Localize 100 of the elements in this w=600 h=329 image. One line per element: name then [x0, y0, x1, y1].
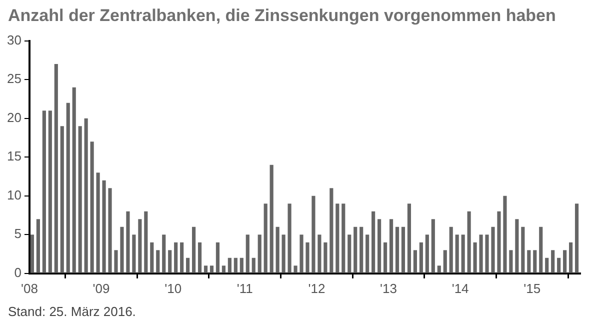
bar [276, 226, 280, 273]
bar [90, 142, 94, 273]
bar [401, 226, 406, 273]
bar [527, 250, 531, 273]
bar [449, 226, 453, 273]
y-tick-label: 20 [6, 110, 22, 125]
text: Stand: 25. März 2016. [8, 304, 136, 319]
y-tick-label: 15 [6, 148, 22, 164]
x-tick-label: '15 [524, 280, 541, 296]
bar [48, 110, 52, 273]
bar [497, 211, 501, 273]
chart-title: Anzahl der Zentralbanken, die Zinssenkungen vorgenommen haben [8, 6, 556, 26]
x-tick-label: '10 [164, 280, 182, 296]
bar [78, 126, 82, 273]
bar [108, 188, 112, 273]
bar [120, 226, 124, 273]
bar [54, 64, 58, 273]
bar [473, 242, 477, 273]
bar [186, 258, 190, 273]
bar [270, 164, 274, 273]
bar [443, 250, 447, 273]
x-tick-label: '12 [308, 280, 326, 296]
bar [66, 102, 70, 273]
bar [204, 266, 208, 273]
bar [330, 188, 334, 273]
y-tick-label: 5 [14, 226, 22, 242]
bar [72, 87, 76, 273]
bar [114, 250, 118, 273]
bar [389, 219, 394, 273]
bar [425, 234, 429, 273]
bar [437, 266, 441, 273]
x-tick-label: '13 [380, 280, 397, 296]
bar [342, 204, 346, 273]
bar [521, 226, 525, 273]
bar [144, 211, 148, 273]
bar [162, 234, 166, 273]
bar [228, 258, 232, 273]
bar [60, 126, 64, 273]
bar [491, 226, 495, 273]
x-tick-label: '08 [20, 280, 38, 296]
bar [551, 250, 555, 273]
bar [168, 250, 172, 273]
bar [294, 266, 298, 273]
x-tick-label: '11 [236, 280, 253, 296]
bar [42, 110, 46, 273]
bar [557, 258, 561, 273]
bar [515, 219, 519, 273]
bar [574, 204, 579, 273]
bar [252, 258, 256, 273]
y-tick-label: 10 [6, 187, 22, 202]
bar [156, 250, 160, 273]
bar [30, 234, 34, 273]
bar [234, 258, 238, 273]
bar [533, 250, 537, 273]
bar [419, 242, 423, 273]
bar [198, 242, 202, 273]
bar [378, 219, 382, 273]
bar [216, 242, 220, 273]
bar [413, 250, 417, 273]
bar [395, 226, 400, 273]
y-tick-label: 25 [6, 71, 22, 86]
bar [324, 242, 328, 273]
bar [84, 118, 88, 273]
bar [174, 242, 178, 273]
bar [383, 242, 388, 273]
bar [509, 250, 513, 273]
bar [485, 234, 489, 273]
bar [372, 211, 376, 273]
bar [240, 258, 244, 273]
bar [354, 226, 358, 273]
bar [563, 250, 567, 273]
x-tick-label: '09 [92, 280, 110, 296]
bar [461, 234, 465, 273]
bar [192, 226, 196, 273]
bar [132, 234, 136, 273]
bar [360, 226, 364, 273]
bar [246, 234, 250, 273]
bar [455, 234, 459, 273]
bar [150, 242, 154, 273]
bar [431, 219, 435, 273]
bar [264, 204, 268, 273]
bar [312, 196, 316, 273]
bar [503, 196, 507, 273]
bar [180, 242, 184, 273]
bar [366, 234, 370, 273]
bar [210, 266, 214, 273]
bar [126, 211, 130, 273]
x-tick-label: '14 [452, 280, 469, 296]
bar [336, 204, 340, 273]
bar [479, 234, 483, 273]
bar [288, 204, 292, 273]
y-tick-label: 30 [6, 32, 22, 48]
bar [306, 242, 310, 273]
bar [318, 234, 322, 273]
bar [258, 234, 262, 273]
bar [539, 226, 543, 273]
bar [568, 242, 573, 273]
bar [102, 180, 106, 273]
bar [545, 258, 549, 273]
bar [96, 172, 100, 273]
